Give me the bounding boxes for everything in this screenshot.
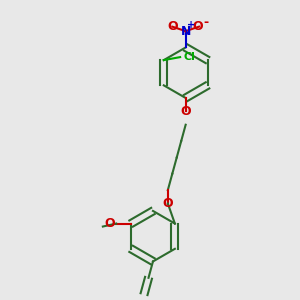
- Text: O: O: [180, 105, 191, 118]
- Text: O: O: [163, 197, 173, 210]
- Text: +: +: [187, 20, 195, 30]
- Text: Cl: Cl: [183, 52, 195, 62]
- Text: N: N: [181, 25, 191, 38]
- Text: O: O: [192, 20, 203, 33]
- Text: -: -: [203, 16, 208, 29]
- Text: O: O: [104, 217, 115, 230]
- Text: O: O: [167, 20, 178, 33]
